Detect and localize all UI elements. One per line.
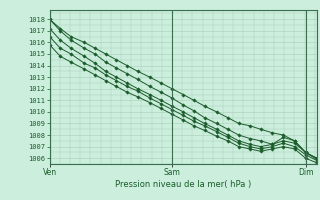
X-axis label: Pression niveau de la mer( hPa ): Pression niveau de la mer( hPa )	[115, 180, 251, 189]
